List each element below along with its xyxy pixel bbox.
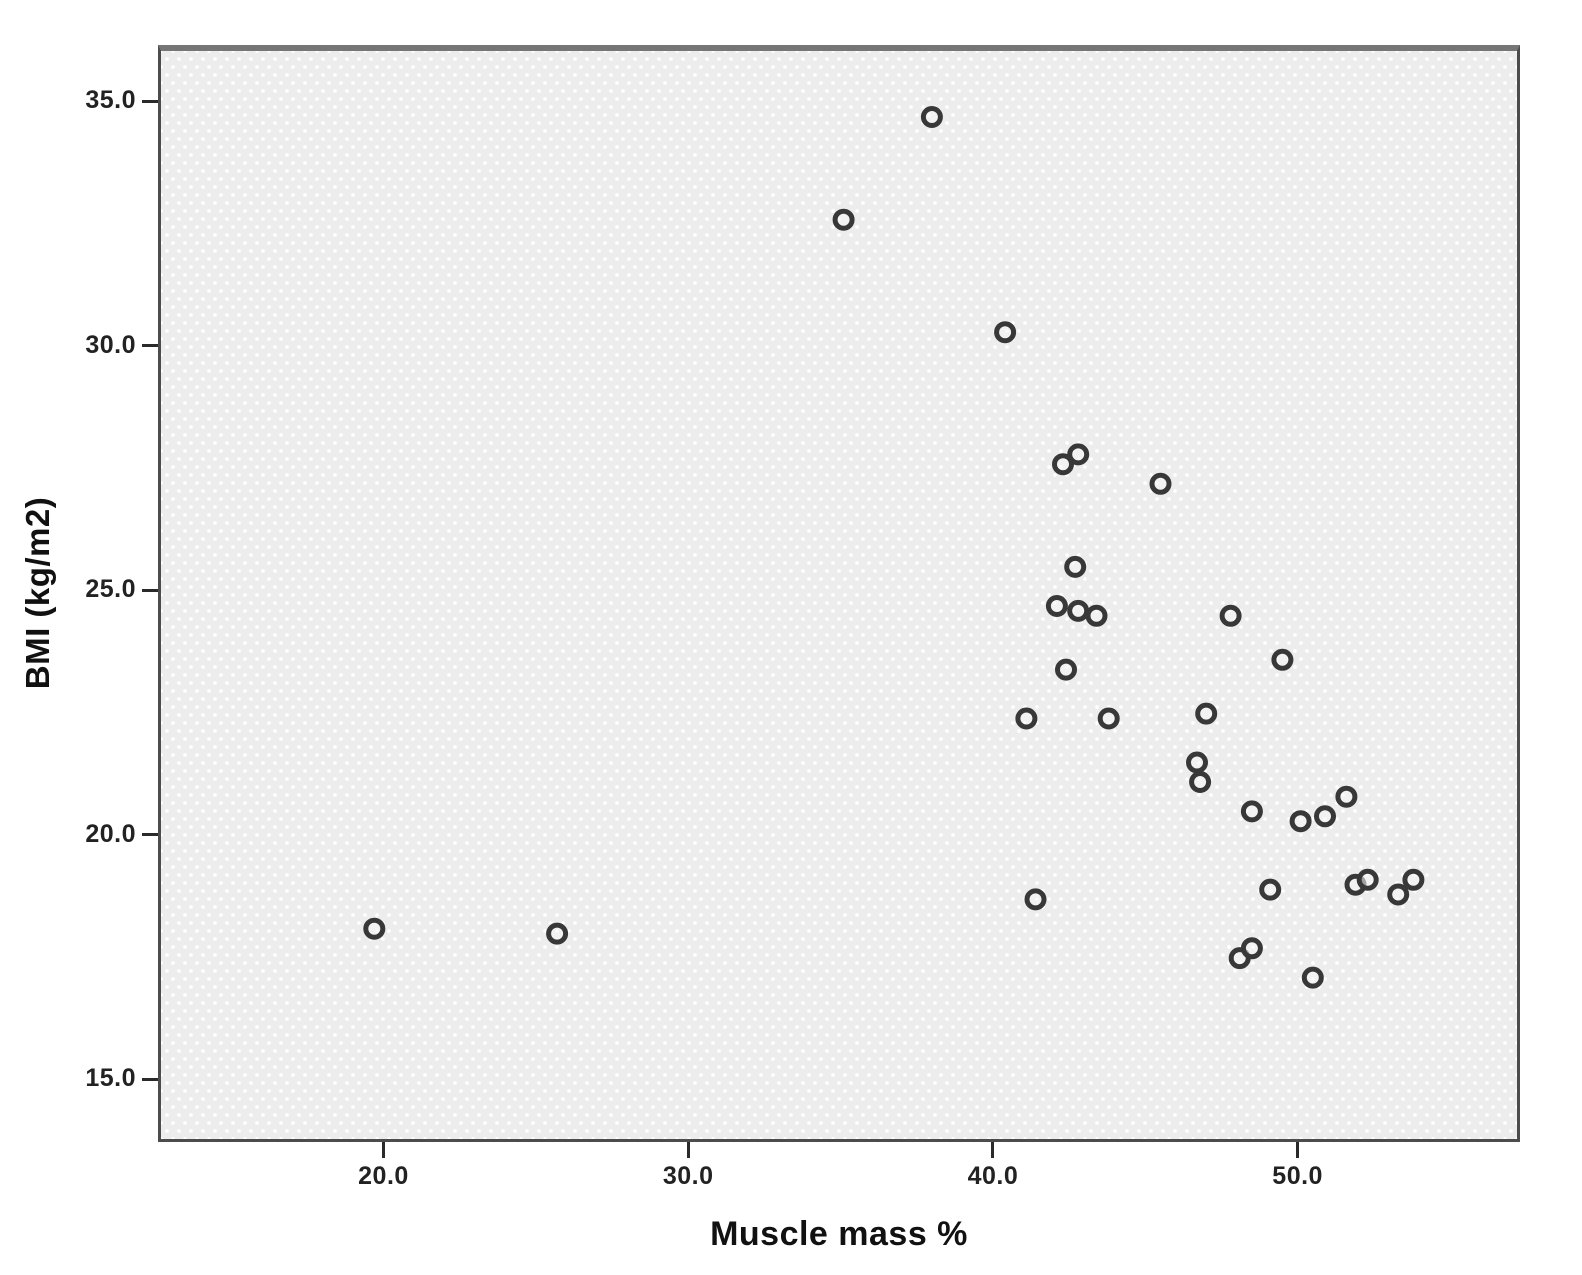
data-point-marker bbox=[1271, 648, 1294, 671]
data-point-marker bbox=[1045, 595, 1068, 617]
x-tick-label: 50.0 bbox=[1272, 1162, 1323, 1190]
y-tick-mark bbox=[142, 588, 158, 592]
data-point-marker bbox=[1186, 751, 1208, 774]
y-tick-mark bbox=[142, 344, 158, 348]
data-point-marker bbox=[1301, 966, 1324, 989]
data-point-marker bbox=[1402, 868, 1425, 891]
data-point-marker bbox=[1067, 443, 1090, 466]
x-axis-title: Muscle mass % bbox=[710, 1215, 968, 1253]
y-tick-label: 20.0 bbox=[85, 819, 136, 848]
data-point-marker bbox=[1195, 702, 1218, 725]
data-point-marker bbox=[546, 922, 569, 945]
data-point-marker bbox=[1015, 707, 1038, 730]
y-tick-label: 15.0 bbox=[85, 1064, 136, 1093]
y-tick-label: 30.0 bbox=[85, 330, 136, 359]
data-point-marker bbox=[1064, 555, 1087, 578]
data-point-marker bbox=[1259, 878, 1282, 901]
y-tick-mark bbox=[142, 99, 158, 103]
data-point-marker bbox=[1356, 868, 1379, 891]
data-point-marker bbox=[1189, 771, 1212, 793]
data-point-marker bbox=[1052, 453, 1074, 476]
x-tick-mark bbox=[991, 1142, 995, 1158]
data-point-marker bbox=[1085, 604, 1108, 627]
data-point-marker bbox=[1240, 937, 1263, 960]
data-point-marker bbox=[832, 208, 855, 231]
data-point-marker bbox=[1097, 707, 1120, 730]
x-tick-label: 20.0 bbox=[358, 1162, 409, 1190]
x-tick-mark bbox=[1296, 1142, 1300, 1158]
y-tick-mark bbox=[142, 1077, 158, 1081]
data-point-marker bbox=[1289, 810, 1312, 833]
x-tick-label: 30.0 bbox=[662, 1162, 714, 1190]
y-tick-mark bbox=[142, 833, 158, 837]
data-point-marker bbox=[1219, 604, 1242, 627]
data-point-marker bbox=[1149, 472, 1172, 495]
y-tick-label: 25.0 bbox=[85, 575, 136, 604]
data-point-marker bbox=[1240, 800, 1263, 823]
data-point-marker bbox=[1024, 888, 1047, 911]
plot-area bbox=[158, 45, 1520, 1142]
data-point-marker bbox=[920, 106, 943, 128]
data-point-marker bbox=[1387, 883, 1410, 906]
data-point-marker bbox=[363, 917, 386, 940]
x-tick-mark bbox=[381, 1142, 385, 1158]
data-point-marker bbox=[1335, 785, 1358, 808]
scatter-canvas bbox=[363, 106, 1425, 989]
data-point-marker bbox=[1314, 805, 1336, 828]
data-point-marker bbox=[1055, 658, 1077, 681]
data-point-marker bbox=[1067, 599, 1090, 622]
y-tick-label: 35.0 bbox=[85, 86, 136, 115]
x-tick-mark bbox=[686, 1142, 690, 1158]
data-point-marker bbox=[994, 321, 1017, 344]
x-tick-label: 40.0 bbox=[967, 1162, 1019, 1190]
